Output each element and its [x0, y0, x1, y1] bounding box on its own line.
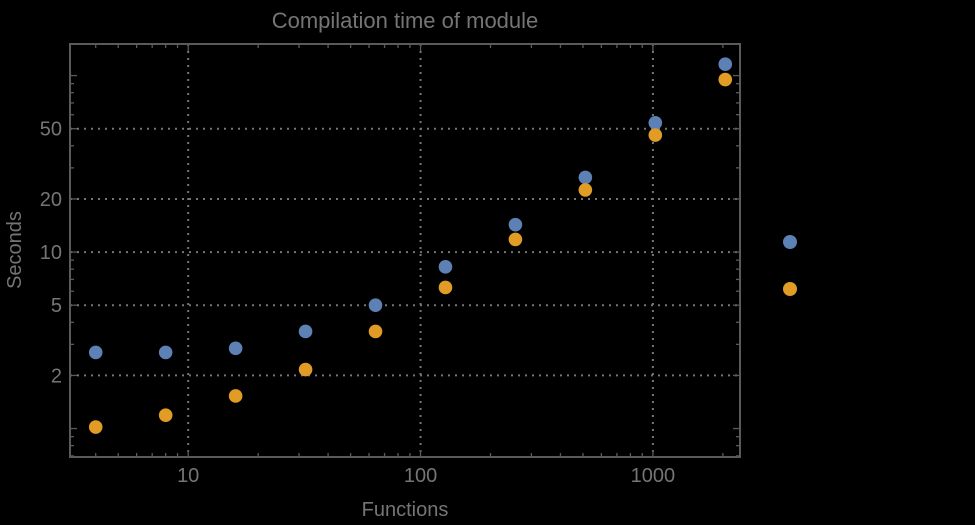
data-point-series-1 [298, 324, 313, 339]
data-point-series-2 [578, 183, 593, 197]
y-tick-label-50: 50 [40, 119, 62, 141]
data-points-group [88, 57, 733, 434]
y-tick-label-10: 10 [40, 242, 62, 264]
data-point-series-1 [228, 341, 243, 356]
plot-frame-group [69, 43, 741, 458]
data-point-series-2 [228, 389, 243, 403]
y-tick-label-5: 5 [51, 295, 62, 317]
y-tick-label-20: 20 [40, 189, 62, 211]
data-point-series-1 [648, 116, 663, 130]
data-point-series-2 [718, 72, 733, 87]
y-tick-label-2: 2 [51, 365, 62, 387]
data-point-series-1 [88, 345, 103, 360]
data-point-series-1 [368, 298, 383, 313]
y-axis-label: Seconds [4, 211, 26, 289]
data-point-series-1 [578, 170, 593, 185]
x-axis-label: Functions [362, 499, 449, 521]
data-point-series-2 [88, 420, 103, 434]
data-point-series-1 [438, 260, 453, 274]
data-point-series-1 [718, 57, 733, 72]
chart-title: Compilation time of module [272, 8, 539, 33]
gridlines-group [70, 44, 740, 457]
legend-marker-series-1 [783, 235, 797, 249]
plot-frame [69, 43, 741, 458]
data-point-series-2 [508, 232, 523, 247]
data-point-series-2 [648, 128, 663, 142]
x-tick-label-1000: 1000 [631, 465, 676, 487]
data-point-series-1 [508, 217, 523, 232]
x-tick-label-10: 10 [177, 465, 199, 487]
data-point-series-1 [158, 345, 173, 360]
ticks-group [70, 44, 740, 457]
x-tick-label-100: 100 [404, 465, 437, 487]
tick-labels-group: 10 100 1000 2 5 10 20 50 [40, 119, 675, 487]
legend-group [783, 235, 797, 296]
data-point-series-2 [158, 408, 173, 423]
data-point-series-2 [368, 324, 383, 339]
legend-marker-series-2 [783, 282, 797, 296]
data-point-series-2 [438, 280, 453, 295]
data-point-series-2 [298, 362, 313, 377]
